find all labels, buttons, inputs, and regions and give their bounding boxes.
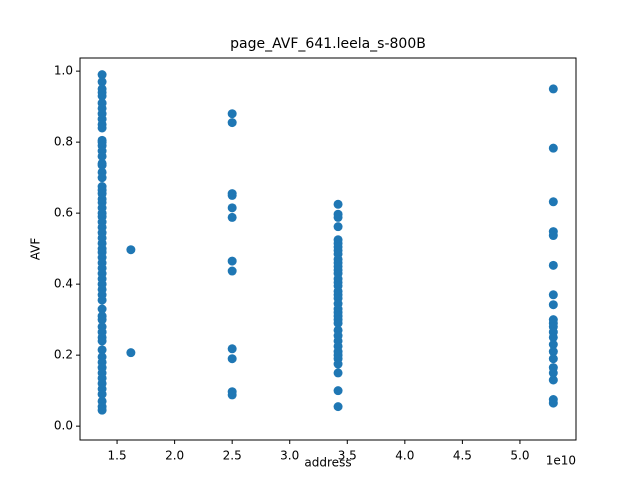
scatter-point <box>548 260 558 270</box>
scatter-point <box>97 70 107 80</box>
y-tick-label: 1.0 <box>54 64 73 78</box>
scatter-point <box>333 212 343 222</box>
scatter-point <box>97 160 107 170</box>
plot-area <box>97 70 558 415</box>
scatter-point <box>227 354 237 364</box>
scatter-point <box>333 222 343 232</box>
axes-frame <box>79 57 577 441</box>
scatter-point <box>227 109 237 119</box>
x-tick-label: 1.5 <box>108 449 127 463</box>
scatter-point <box>548 354 558 364</box>
y-tick-label: 0.6 <box>54 206 73 220</box>
scatter-point <box>97 405 107 415</box>
scatter-point <box>97 315 107 325</box>
scatter-point <box>126 245 136 255</box>
scatter-point <box>333 318 343 328</box>
scatter-point <box>227 344 237 354</box>
x-tick-label: 3.0 <box>280 449 299 463</box>
x-axis-label: address <box>304 456 351 470</box>
scatter-point <box>97 304 107 314</box>
scatter-point <box>97 345 107 355</box>
scatter-point <box>97 91 107 101</box>
scatter-point <box>97 77 107 87</box>
scatter-point <box>548 300 558 310</box>
scatter-point <box>227 266 237 276</box>
scatter-point <box>548 332 558 342</box>
scatter-point <box>548 84 558 94</box>
scatter-point <box>227 118 237 128</box>
y-tick-label: 0.0 <box>54 419 73 433</box>
scatter-point <box>97 389 107 399</box>
scatter-point <box>333 386 343 396</box>
scatter-point <box>97 295 107 305</box>
scatter-point <box>548 143 558 153</box>
x-tick-label: 3.5 <box>338 449 357 463</box>
scatter-point <box>227 190 237 200</box>
scatter-point <box>97 151 107 161</box>
scatter-point <box>97 173 107 183</box>
scatter-point <box>333 368 343 378</box>
scatter-point <box>333 402 343 412</box>
x-tick-label: 4.5 <box>453 449 472 463</box>
scatter-point <box>227 203 237 213</box>
y-tick-label: 0.8 <box>54 135 73 149</box>
scatter-point <box>548 340 558 349</box>
scatter-point <box>548 375 558 385</box>
scatter-point <box>548 368 558 378</box>
x-tick-label: 4.0 <box>395 449 414 463</box>
scatter-point <box>227 390 237 400</box>
scatter-point <box>97 123 107 133</box>
x-offset-label: 1e10 <box>546 454 576 468</box>
scatter-point <box>548 290 558 300</box>
scatter-point <box>97 336 107 346</box>
y-tick-label: 0.2 <box>54 348 73 362</box>
y-axis-label: AVF <box>29 238 43 261</box>
x-tick-label: 2.0 <box>165 449 184 463</box>
scatter-point <box>333 359 343 369</box>
x-tick-label: 5.0 <box>510 449 529 463</box>
scatter-point <box>126 348 136 358</box>
chart-title: page_AVF_641.leela_s-800B <box>230 36 426 52</box>
scatter-point <box>548 231 558 241</box>
scatter-point <box>227 256 237 266</box>
scatter-point <box>548 347 558 357</box>
scatter-point <box>548 197 558 207</box>
y-tick-label: 0.4 <box>54 277 73 291</box>
scatter-point <box>548 398 558 408</box>
scatter-point <box>227 212 237 222</box>
x-tick-label: 2.5 <box>223 449 242 463</box>
scatter-point <box>333 199 343 209</box>
